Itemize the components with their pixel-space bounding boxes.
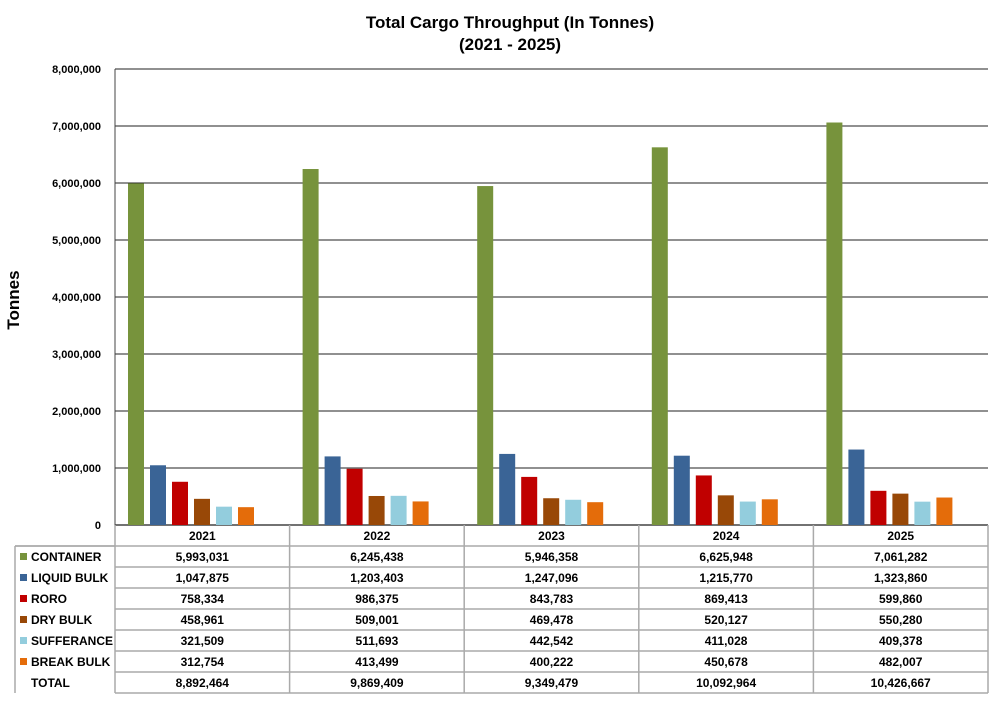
- bar-container-2022: [302, 169, 319, 525]
- bar-break-bulk-2023: [587, 502, 604, 525]
- table-cell: 9,869,409: [350, 676, 404, 690]
- table-row-label: DRY BULK: [31, 613, 93, 627]
- table-cell: 986,375: [355, 592, 399, 606]
- y-tick-label: 3,000,000: [52, 349, 101, 361]
- table-cell: 442,542: [530, 634, 574, 648]
- table-cell: 9,349,479: [525, 676, 579, 690]
- table-row-label: RORO: [31, 592, 67, 606]
- bar-container-2024: [651, 147, 668, 525]
- table-cell: 509,001: [355, 613, 399, 627]
- table-cell: 1,047,875: [176, 571, 230, 585]
- bar-sufferance-2022: [390, 495, 407, 525]
- table-header-year: 2025: [887, 529, 914, 543]
- table-cell: 520,127: [704, 613, 748, 627]
- table-cell: 5,946,358: [525, 550, 579, 564]
- table-cell: 1,323,860: [874, 571, 928, 585]
- bar-roro-2025: [870, 490, 887, 525]
- table-cell: 458,961: [181, 613, 225, 627]
- y-tick-label: 2,000,000: [52, 406, 101, 418]
- bar-container-2023: [477, 186, 494, 525]
- table-cell: 6,245,438: [350, 550, 404, 564]
- bar-break-bulk-2025: [936, 497, 953, 525]
- legend-key: [20, 616, 27, 623]
- table-cell: 843,783: [530, 592, 574, 606]
- y-tick-label: 5,000,000: [52, 235, 101, 247]
- bar-liquid-bulk-2021: [150, 465, 166, 525]
- legend-key: [20, 637, 27, 644]
- table-row-label: TOTAL: [31, 676, 70, 690]
- bar-roro-2021: [172, 481, 188, 525]
- bar-dry-bulk-2024: [717, 495, 734, 525]
- bar-container-2021: [128, 183, 144, 526]
- bar-sufferance-2025: [914, 501, 931, 525]
- bar-break-bulk-2021: [238, 507, 254, 525]
- y-tick-label: 1,000,000: [52, 463, 101, 475]
- bar-break-bulk-2022: [412, 501, 429, 525]
- bar-liquid-bulk-2025: [848, 449, 865, 525]
- legend-key: [20, 595, 27, 602]
- bar-sufferance-2021: [216, 506, 232, 525]
- bar-sufferance-2023: [565, 499, 582, 525]
- legend-key: [20, 574, 27, 581]
- table-cell: 413,499: [355, 655, 399, 669]
- table-cell: 321,509: [181, 634, 225, 648]
- table-row-label: CONTAINER: [31, 550, 102, 564]
- table-cell: 400,222: [530, 655, 574, 669]
- y-tick-label: 8,000,000: [52, 64, 101, 76]
- table-cell: 1,247,096: [525, 571, 579, 585]
- bar-sufferance-2024: [739, 501, 756, 525]
- bar-roro-2023: [521, 476, 538, 525]
- bar-dry-bulk-2022: [368, 495, 385, 525]
- table-cell: 7,061,282: [874, 550, 928, 564]
- bar-liquid-bulk-2023: [499, 453, 516, 525]
- table-cell: 599,860: [879, 592, 923, 606]
- table-cell: 5,993,031: [176, 550, 230, 564]
- table-cell: 10,426,667: [871, 676, 931, 690]
- bar-roro-2022: [346, 468, 363, 525]
- table-cell: 550,280: [879, 613, 923, 627]
- table-cell: 10,092,964: [696, 676, 756, 690]
- bar-container-2025: [826, 122, 843, 525]
- table-cell: 482,007: [879, 655, 923, 669]
- bar-liquid-bulk-2024: [673, 455, 690, 525]
- bar-break-bulk-2024: [761, 499, 778, 525]
- y-tick-label: 7,000,000: [52, 121, 101, 133]
- table-cell: 6,625,948: [699, 550, 753, 564]
- table-cell: 411,028: [705, 634, 748, 648]
- bar-liquid-bulk-2022: [324, 456, 341, 525]
- table-cell: 469,478: [530, 613, 574, 627]
- y-axis-label: Tonnes: [4, 270, 23, 329]
- table-header-year: 2022: [364, 529, 391, 543]
- table-cell: 312,754: [181, 655, 225, 669]
- legend-key: [20, 553, 27, 560]
- legend-key: [20, 658, 27, 665]
- table-cell: 869,413: [704, 592, 748, 606]
- bar-dry-bulk-2021: [194, 498, 210, 525]
- table-cell: 511,693: [356, 634, 399, 648]
- bar-dry-bulk-2025: [892, 493, 909, 525]
- table-cell: 8,892,464: [176, 676, 230, 690]
- table-row-label: BREAK BULK: [31, 655, 111, 669]
- table-cell: 1,203,403: [350, 571, 404, 585]
- table-header-year: 2021: [189, 529, 216, 543]
- table-row-label: SUFFERANCE: [31, 634, 113, 648]
- table-cell: 758,334: [181, 592, 225, 606]
- chart-subtitle: (2021 - 2025): [459, 35, 561, 54]
- chart-title: Total Cargo Throughput (In Tonnes): [366, 13, 654, 32]
- y-tick-label: 4,000,000: [52, 292, 101, 304]
- table-cell: 409,378: [879, 634, 923, 648]
- y-tick-label: 6,000,000: [52, 178, 101, 190]
- table-header-year: 2023: [538, 529, 565, 543]
- table-cell: 1,215,770: [699, 571, 753, 585]
- y-tick-label: 0: [95, 520, 101, 532]
- table-row-label: LIQUID BULK: [31, 571, 109, 585]
- table-cell: 450,678: [704, 655, 748, 669]
- bar-dry-bulk-2023: [543, 498, 560, 525]
- table-header-year: 2024: [713, 529, 740, 543]
- bar-roro-2024: [695, 475, 712, 525]
